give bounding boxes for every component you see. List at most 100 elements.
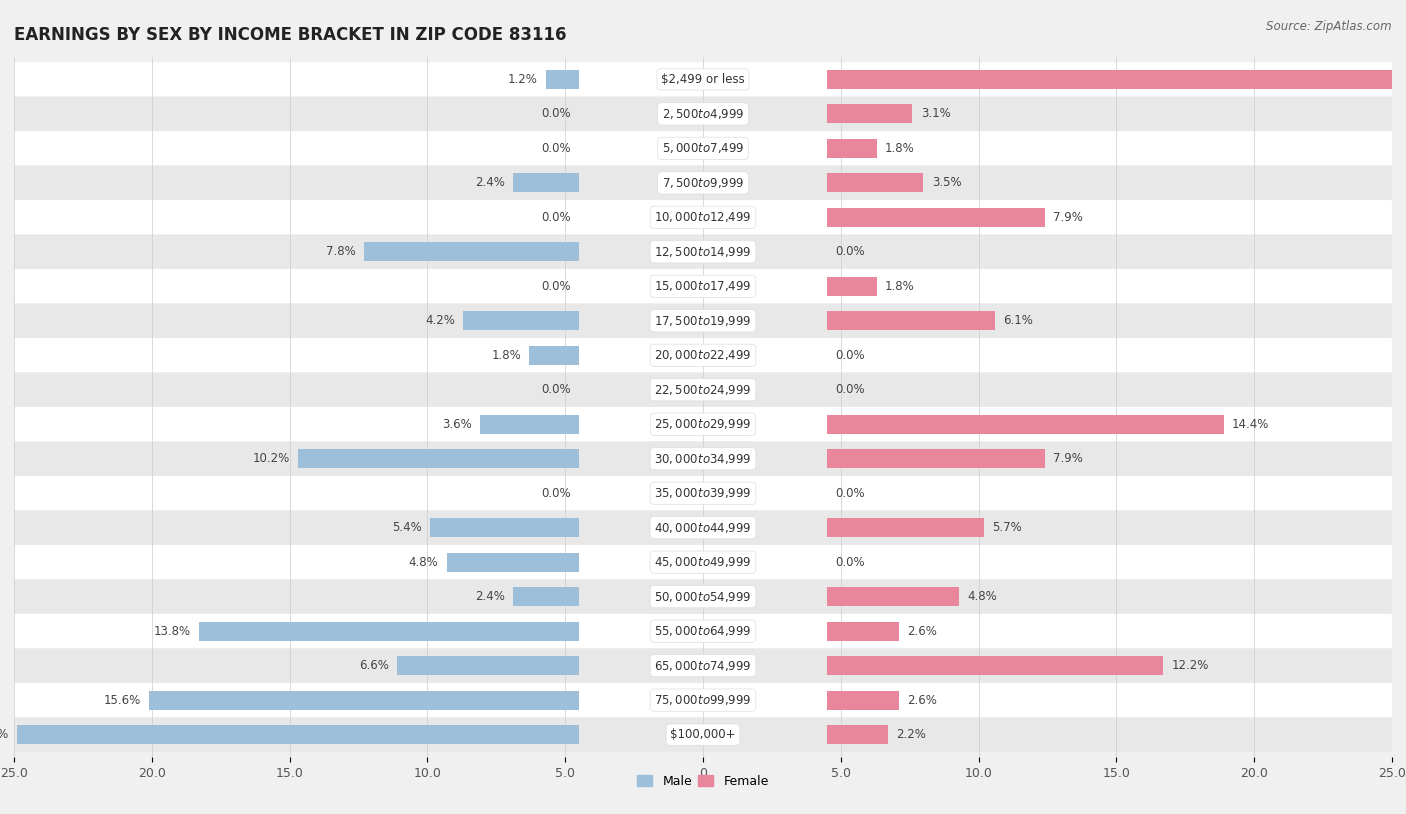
Text: 3.5%: 3.5%: [932, 177, 962, 190]
Text: 0.0%: 0.0%: [541, 280, 571, 293]
Text: $20,000 to $22,499: $20,000 to $22,499: [654, 348, 752, 362]
Text: 6.1%: 6.1%: [1004, 314, 1033, 327]
Text: $40,000 to $44,999: $40,000 to $44,999: [654, 521, 752, 535]
Bar: [827, 104, 912, 124]
FancyBboxPatch shape: [14, 62, 1392, 97]
Text: 7.8%: 7.8%: [326, 245, 356, 258]
Bar: [827, 690, 898, 710]
FancyBboxPatch shape: [14, 649, 1392, 683]
Text: $7,500 to $9,999: $7,500 to $9,999: [662, 176, 744, 190]
Bar: [396, 656, 579, 675]
Text: 2.4%: 2.4%: [475, 177, 505, 190]
FancyBboxPatch shape: [14, 165, 1392, 200]
Text: 3.1%: 3.1%: [921, 107, 950, 120]
Text: $12,500 to $14,999: $12,500 to $14,999: [654, 245, 752, 259]
Text: 4.8%: 4.8%: [409, 556, 439, 569]
Text: Source: ZipAtlas.com: Source: ZipAtlas.com: [1267, 20, 1392, 33]
Bar: [530, 346, 579, 365]
Bar: [827, 587, 959, 606]
Bar: [149, 690, 579, 710]
Bar: [463, 311, 579, 330]
FancyBboxPatch shape: [14, 304, 1392, 338]
Text: 2.6%: 2.6%: [907, 624, 936, 637]
Text: $25,000 to $29,999: $25,000 to $29,999: [654, 418, 752, 431]
FancyBboxPatch shape: [14, 338, 1392, 373]
FancyBboxPatch shape: [14, 614, 1392, 649]
FancyBboxPatch shape: [14, 683, 1392, 717]
Text: 0.0%: 0.0%: [835, 245, 865, 258]
Text: 0.0%: 0.0%: [541, 107, 571, 120]
Text: 2.2%: 2.2%: [896, 728, 925, 741]
Text: 2.4%: 2.4%: [475, 590, 505, 603]
Bar: [827, 208, 1045, 227]
Text: $15,000 to $17,499: $15,000 to $17,499: [654, 279, 752, 293]
Text: $10,000 to $12,499: $10,000 to $12,499: [654, 210, 752, 225]
FancyBboxPatch shape: [14, 441, 1392, 476]
Text: 4.2%: 4.2%: [425, 314, 456, 327]
Bar: [827, 449, 1045, 468]
Text: 0.0%: 0.0%: [835, 348, 865, 361]
Bar: [17, 725, 579, 744]
Bar: [479, 415, 579, 434]
Text: 0.0%: 0.0%: [835, 556, 865, 569]
Text: 1.2%: 1.2%: [508, 73, 537, 86]
Bar: [430, 519, 579, 537]
Text: $55,000 to $64,999: $55,000 to $64,999: [654, 624, 752, 638]
Bar: [827, 70, 1406, 89]
Text: $65,000 to $74,999: $65,000 to $74,999: [654, 659, 752, 672]
Text: 5.7%: 5.7%: [993, 521, 1022, 534]
FancyBboxPatch shape: [14, 269, 1392, 304]
Bar: [827, 139, 876, 158]
Text: 14.4%: 14.4%: [1232, 418, 1270, 431]
FancyBboxPatch shape: [14, 545, 1392, 580]
Text: $2,499 or less: $2,499 or less: [661, 73, 745, 86]
FancyBboxPatch shape: [14, 200, 1392, 234]
Text: 0.0%: 0.0%: [835, 383, 865, 396]
Bar: [827, 725, 887, 744]
Bar: [364, 243, 579, 261]
Legend: Male, Female: Male, Female: [633, 770, 773, 793]
Text: 6.6%: 6.6%: [359, 659, 389, 672]
Bar: [827, 173, 924, 192]
Text: 10.2%: 10.2%: [253, 453, 290, 466]
Bar: [827, 622, 898, 641]
Text: $75,000 to $99,999: $75,000 to $99,999: [654, 693, 752, 707]
Text: $45,000 to $49,999: $45,000 to $49,999: [654, 555, 752, 569]
Bar: [827, 415, 1223, 434]
Text: $22,500 to $24,999: $22,500 to $24,999: [654, 383, 752, 396]
FancyBboxPatch shape: [14, 510, 1392, 545]
Bar: [447, 553, 579, 571]
FancyBboxPatch shape: [14, 234, 1392, 269]
Bar: [546, 70, 579, 89]
FancyBboxPatch shape: [14, 131, 1392, 165]
Text: $5,000 to $7,499: $5,000 to $7,499: [662, 142, 744, 155]
Text: 1.8%: 1.8%: [491, 348, 522, 361]
FancyBboxPatch shape: [14, 373, 1392, 407]
Bar: [827, 277, 876, 295]
Bar: [513, 173, 579, 192]
Text: 0.0%: 0.0%: [541, 142, 571, 155]
Bar: [827, 311, 995, 330]
Text: 2.6%: 2.6%: [907, 694, 936, 707]
Text: 12.2%: 12.2%: [1171, 659, 1209, 672]
FancyBboxPatch shape: [14, 717, 1392, 752]
Text: $30,000 to $34,999: $30,000 to $34,999: [654, 452, 752, 466]
Text: 0.0%: 0.0%: [541, 211, 571, 224]
Text: 15.6%: 15.6%: [104, 694, 141, 707]
FancyBboxPatch shape: [14, 476, 1392, 510]
Text: 13.8%: 13.8%: [153, 624, 190, 637]
Text: EARNINGS BY SEX BY INCOME BRACKET IN ZIP CODE 83116: EARNINGS BY SEX BY INCOME BRACKET IN ZIP…: [14, 26, 567, 44]
Text: 0.0%: 0.0%: [541, 487, 571, 500]
Text: $100,000+: $100,000+: [671, 728, 735, 741]
Text: 3.6%: 3.6%: [441, 418, 471, 431]
Bar: [513, 587, 579, 606]
Text: $17,500 to $19,999: $17,500 to $19,999: [654, 313, 752, 328]
FancyBboxPatch shape: [14, 580, 1392, 614]
Text: 7.9%: 7.9%: [1053, 453, 1083, 466]
Text: 1.8%: 1.8%: [884, 280, 915, 293]
Bar: [827, 656, 1163, 675]
FancyBboxPatch shape: [14, 407, 1392, 441]
Bar: [827, 519, 984, 537]
Bar: [198, 622, 579, 641]
Text: $35,000 to $39,999: $35,000 to $39,999: [654, 486, 752, 501]
